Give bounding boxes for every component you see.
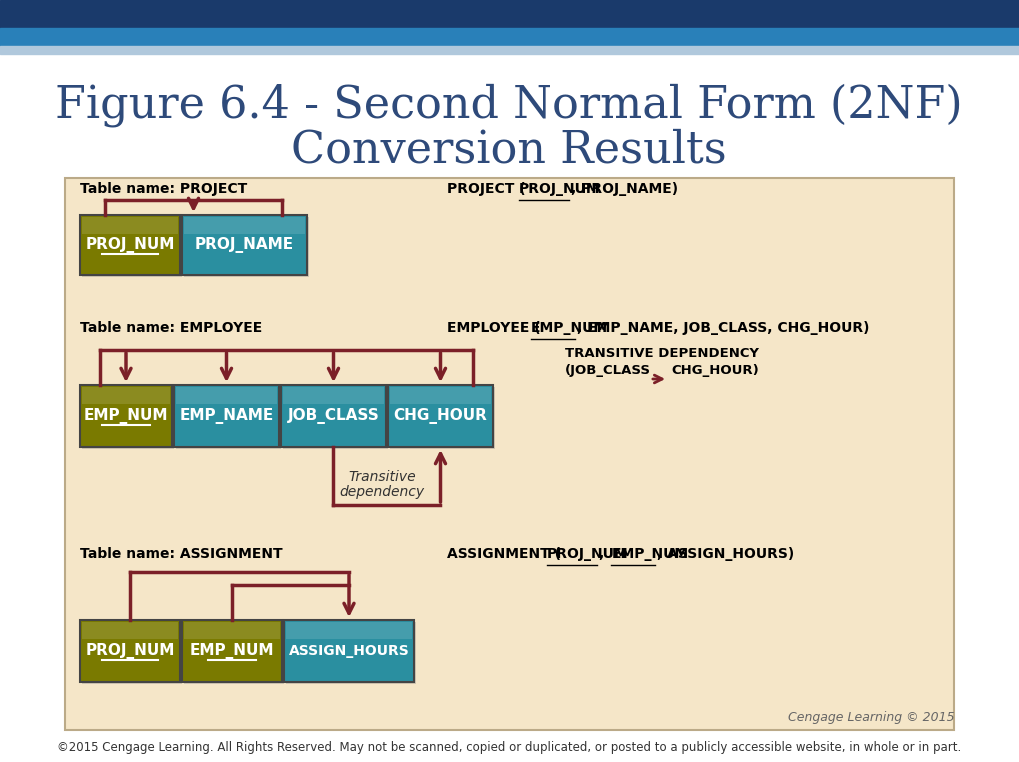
Text: Figure 6.4 - Second Normal Form (2NF): Figure 6.4 - Second Normal Form (2NF) bbox=[55, 83, 963, 126]
Text: CHG_HOUR: CHG_HOUR bbox=[393, 408, 487, 424]
Text: PROJ_NUM: PROJ_NUM bbox=[519, 182, 600, 196]
Bar bbox=[390, 387, 495, 449]
Bar bbox=[82, 622, 182, 684]
Bar bbox=[0, 46, 1019, 54]
Bar bbox=[82, 387, 174, 449]
Text: JOB_CLASS: JOB_CLASS bbox=[287, 408, 379, 424]
Text: (JOB_CLASS: (JOB_CLASS bbox=[565, 364, 651, 377]
Text: EMP_NUM: EMP_NUM bbox=[531, 321, 608, 335]
Bar bbox=[182, 215, 307, 275]
Bar bbox=[283, 387, 388, 449]
Text: ASSIGN_HOURS: ASSIGN_HOURS bbox=[288, 644, 410, 658]
Bar bbox=[176, 387, 281, 449]
Bar bbox=[81, 620, 180, 682]
Text: Table name: PROJECT: Table name: PROJECT bbox=[81, 182, 248, 196]
Bar bbox=[82, 217, 178, 234]
Bar bbox=[81, 385, 172, 447]
Text: EMP_NUM: EMP_NUM bbox=[611, 547, 689, 561]
Text: PROJ_NUM: PROJ_NUM bbox=[547, 547, 629, 561]
Text: , EMP_NAME, JOB_CLASS, CHG_HOUR): , EMP_NAME, JOB_CLASS, CHG_HOUR) bbox=[577, 321, 869, 335]
Text: EMP_NAME: EMP_NAME bbox=[179, 408, 274, 424]
Bar bbox=[82, 622, 178, 639]
Text: EMPLOYEE (: EMPLOYEE ( bbox=[447, 321, 541, 335]
Text: CHG_HOUR): CHG_HOUR) bbox=[671, 364, 759, 377]
Bar bbox=[182, 620, 282, 682]
Bar bbox=[82, 217, 182, 277]
Text: dependency: dependency bbox=[339, 485, 425, 499]
Bar bbox=[284, 620, 414, 682]
Bar bbox=[81, 215, 180, 275]
Bar bbox=[174, 385, 279, 447]
Bar bbox=[65, 178, 954, 730]
Text: PROJ_NUM: PROJ_NUM bbox=[86, 237, 174, 253]
Text: Cengage Learning © 2015: Cengage Learning © 2015 bbox=[789, 712, 955, 725]
Text: PROJ_NAME: PROJ_NAME bbox=[195, 237, 294, 253]
Text: PROJECT (: PROJECT ( bbox=[447, 182, 526, 196]
Text: EMP_NUM: EMP_NUM bbox=[84, 408, 168, 424]
Bar bbox=[184, 622, 280, 639]
Text: PROJ_NUM: PROJ_NUM bbox=[86, 643, 174, 659]
Bar bbox=[286, 622, 412, 639]
Text: ©2015 Cengage Learning. All Rights Reserved. May not be scanned, copied or dupli: ©2015 Cengage Learning. All Rights Reser… bbox=[57, 741, 961, 754]
Bar bbox=[184, 622, 284, 684]
Text: , ASSIGN_HOURS): , ASSIGN_HOURS) bbox=[657, 547, 795, 561]
Text: , PROJ_NAME): , PROJ_NAME) bbox=[572, 182, 679, 196]
Text: Transitive: Transitive bbox=[348, 470, 416, 484]
Bar bbox=[82, 387, 170, 405]
Bar bbox=[184, 217, 305, 234]
Text: TRANSITIVE DEPENDENCY: TRANSITIVE DEPENDENCY bbox=[565, 347, 759, 360]
Bar bbox=[0, 28, 1019, 46]
Text: Table name: EMPLOYEE: Table name: EMPLOYEE bbox=[81, 321, 262, 335]
Text: ,: , bbox=[599, 547, 609, 561]
Bar bbox=[0, 0, 1019, 28]
Text: Conversion Results: Conversion Results bbox=[291, 129, 727, 171]
Bar bbox=[281, 385, 386, 447]
Text: EMP_NUM: EMP_NUM bbox=[190, 643, 274, 659]
Bar bbox=[388, 385, 493, 447]
Bar bbox=[283, 387, 384, 405]
Bar bbox=[286, 622, 416, 684]
Bar bbox=[184, 217, 309, 277]
Text: Table name: ASSIGNMENT: Table name: ASSIGNMENT bbox=[81, 547, 282, 561]
Bar bbox=[176, 387, 277, 405]
Text: ASSIGNMENT (: ASSIGNMENT ( bbox=[447, 547, 561, 561]
Bar bbox=[390, 387, 491, 405]
